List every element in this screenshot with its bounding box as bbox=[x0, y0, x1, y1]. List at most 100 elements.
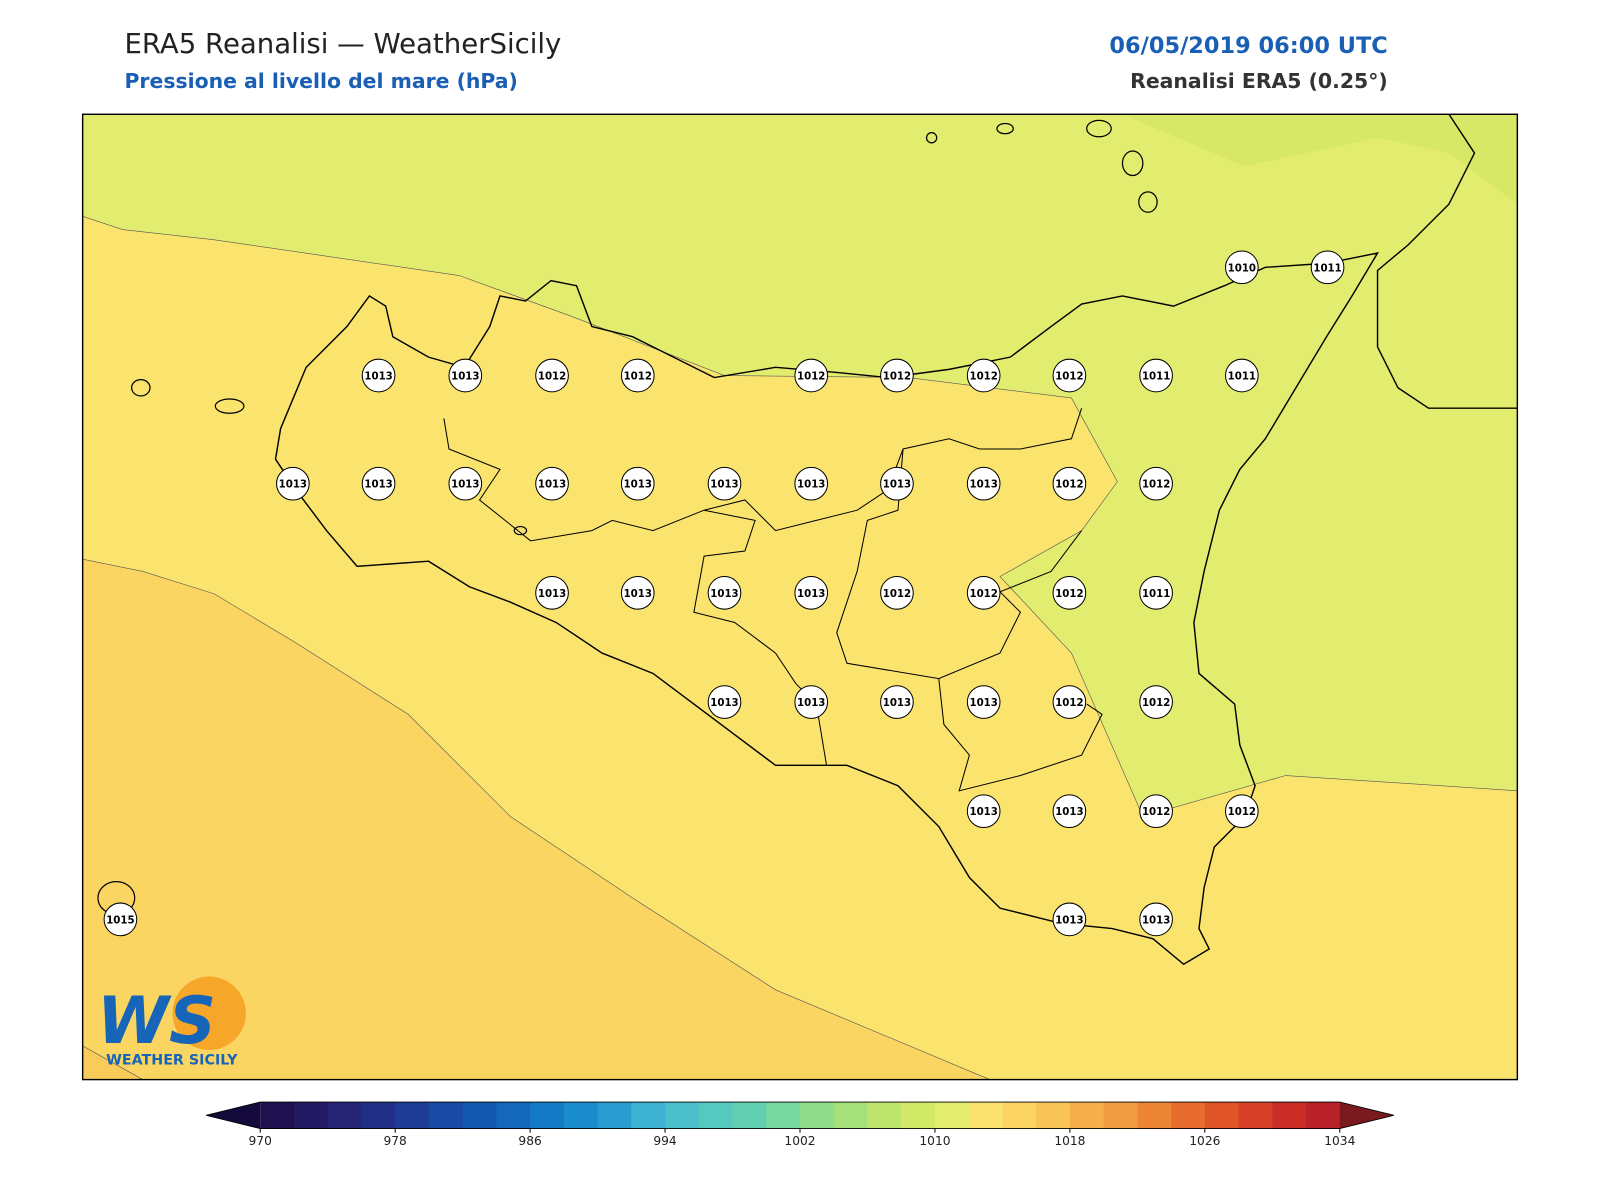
colorbar-bin bbox=[968, 1102, 1003, 1129]
colorbar-bin bbox=[260, 1102, 295, 1129]
colorbar-bin bbox=[1171, 1102, 1206, 1129]
station-marker bbox=[103, 902, 138, 937]
station-marker bbox=[966, 685, 1001, 719]
pressure-label: 1013 bbox=[969, 480, 997, 491]
pressure-label: 1013 bbox=[797, 589, 825, 600]
pressure-label: 1012 bbox=[797, 372, 825, 383]
pressure-station: 1012 bbox=[1052, 685, 1087, 719]
pressure-label: 1013 bbox=[279, 480, 307, 491]
pressure-station: 1011 bbox=[1139, 576, 1173, 610]
pressure-station: 1012 bbox=[1139, 466, 1173, 501]
pressure-label: 1013 bbox=[883, 480, 911, 491]
pressure-label: 1012 bbox=[883, 589, 911, 600]
field-orange bbox=[82, 558, 990, 1080]
station-marker bbox=[1310, 250, 1345, 285]
pressure-station: 1011 bbox=[1310, 250, 1345, 285]
station-marker bbox=[276, 466, 310, 501]
station-marker bbox=[1225, 250, 1259, 285]
pressure-station: 1010 bbox=[1225, 250, 1259, 285]
colorbar-bin bbox=[1137, 1102, 1172, 1129]
pressure-station: 1013 bbox=[966, 466, 1001, 501]
station-marker bbox=[880, 358, 914, 393]
datetime: 06/05/2019 06:00 UTC bbox=[1109, 33, 1387, 59]
colorbar-bin bbox=[766, 1102, 801, 1129]
colorbar-bin bbox=[800, 1102, 835, 1129]
pressure-station: 1012 bbox=[1052, 358, 1087, 393]
station-marker bbox=[880, 466, 914, 501]
station-marker bbox=[535, 466, 569, 501]
pressure-label: 1012 bbox=[1228, 807, 1256, 818]
station-marker bbox=[361, 466, 396, 501]
pressure-station: 1013 bbox=[535, 466, 569, 501]
pressure-label: 1012 bbox=[1055, 372, 1083, 383]
pressure-station: 1013 bbox=[880, 466, 914, 501]
station-marker bbox=[1052, 466, 1087, 501]
pressure-label: 1013 bbox=[1055, 915, 1083, 926]
station-marker bbox=[1139, 466, 1173, 501]
logo-name: WEATHER SICILY bbox=[106, 1052, 238, 1068]
pressure-station: 1012 bbox=[1139, 685, 1173, 719]
pressure-label: 1013 bbox=[710, 698, 738, 709]
pressure-station: 1013 bbox=[794, 576, 829, 610]
colorbar-bin bbox=[597, 1102, 632, 1129]
station-marker bbox=[794, 685, 829, 719]
pressure-station: 1013 bbox=[880, 685, 914, 719]
station-marker bbox=[1139, 794, 1173, 829]
pressure-label: 1013 bbox=[710, 480, 738, 491]
pressure-station: 1013 bbox=[794, 685, 829, 719]
colorbar-bin bbox=[833, 1102, 868, 1129]
station-marker bbox=[620, 576, 655, 610]
title: ERA5 Reanalisi — WeatherSicily bbox=[124, 28, 561, 60]
colorbar-bin bbox=[631, 1102, 666, 1129]
pressure-label: 1013 bbox=[451, 480, 479, 491]
colorbar-bin bbox=[1002, 1102, 1037, 1129]
field-orange-dark bbox=[82, 1045, 144, 1080]
colorbar-bin bbox=[530, 1102, 565, 1129]
pressure-station: 1012 bbox=[1052, 576, 1087, 610]
province-borders bbox=[938, 678, 1103, 792]
pressure-label: 1013 bbox=[710, 589, 738, 600]
colorbar-bin bbox=[395, 1102, 430, 1129]
colorbar-tick-label: 1026 bbox=[1189, 1134, 1220, 1148]
pressure-station: 1013 bbox=[1052, 794, 1087, 829]
colorbar-tick-label: 994 bbox=[653, 1134, 677, 1148]
pressure-station: 1012 bbox=[1052, 466, 1087, 501]
pressure-station: 1013 bbox=[448, 358, 483, 393]
station-marker bbox=[448, 358, 483, 393]
colorbar-bin bbox=[293, 1102, 329, 1129]
pressure-label: 1013 bbox=[969, 698, 997, 709]
colorbar-tick-label: 1010 bbox=[919, 1134, 950, 1148]
colorbar-bin bbox=[1238, 1102, 1273, 1129]
colorbar-bin bbox=[428, 1102, 464, 1129]
pressure-label: 1012 bbox=[538, 372, 566, 383]
pressure-label: 1012 bbox=[1142, 698, 1170, 709]
pressure-station: 1013 bbox=[361, 466, 396, 501]
station-marker bbox=[535, 358, 569, 393]
pressure-station: 1012 bbox=[966, 358, 1001, 393]
colorbar-extend-low bbox=[206, 1102, 261, 1129]
colorbar-bin bbox=[496, 1102, 531, 1129]
subtitle: Pressione al livello del mare (hPa) bbox=[124, 69, 517, 93]
logo-sun bbox=[172, 976, 246, 1050]
station-marker bbox=[880, 685, 914, 719]
station-marker bbox=[880, 576, 914, 610]
station-marker bbox=[1225, 358, 1259, 393]
pressure-label: 1012 bbox=[883, 372, 911, 383]
station-marker bbox=[1052, 358, 1087, 393]
pressure-labels: 1010 1011 1013 1013 1012 1012 1012 1012 1012 1012… bbox=[103, 250, 1345, 937]
pressure-station: 1013 bbox=[707, 576, 742, 610]
map: 1010 1011 1013 1013 1012 1012 1012 1012 1012 1012… bbox=[82, 114, 1518, 1080]
station-marker bbox=[1139, 576, 1173, 610]
colorbar-bin bbox=[327, 1102, 362, 1129]
pressure-label: 1013 bbox=[538, 589, 566, 600]
colorbar-bin bbox=[1103, 1102, 1138, 1129]
colorbar-bin bbox=[934, 1102, 970, 1129]
station-marker bbox=[1139, 358, 1173, 393]
province-borders bbox=[443, 408, 1083, 542]
pressure-label: 1012 bbox=[969, 589, 997, 600]
pressure-station: 1012 bbox=[620, 358, 655, 393]
station-marker bbox=[1052, 902, 1087, 937]
colorbar-tick-label: 1034 bbox=[1324, 1134, 1355, 1148]
pressure-label: 1012 bbox=[1055, 698, 1083, 709]
pressure-label: 1013 bbox=[883, 698, 911, 709]
